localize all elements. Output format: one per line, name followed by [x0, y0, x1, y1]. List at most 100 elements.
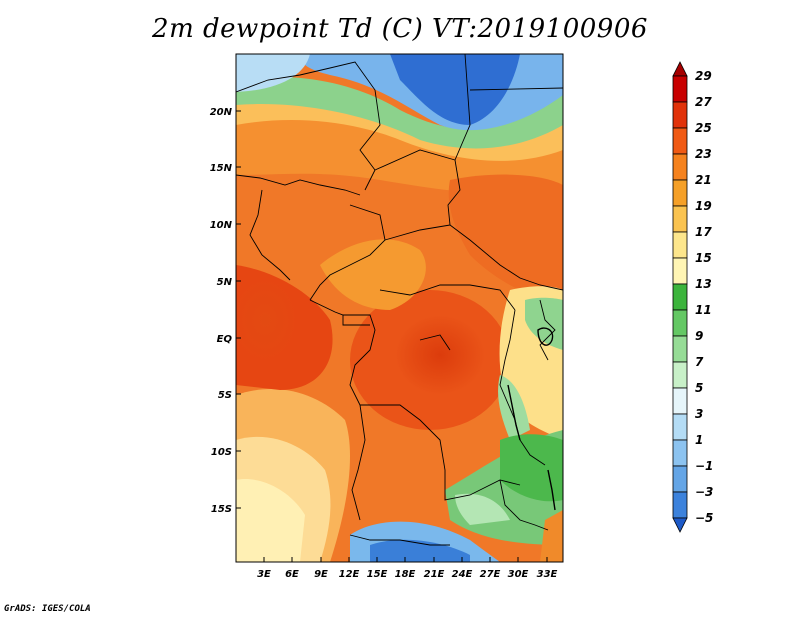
- colorbar-top-arrow: [672, 61, 688, 77]
- colorbar-label: 11: [695, 303, 712, 317]
- border-line: [419, 334, 451, 351]
- border-line: [384, 224, 451, 241]
- lat-label: 15S: [211, 504, 232, 515]
- border-line: [236, 61, 381, 191]
- colorbar-label: 27: [695, 95, 712, 109]
- colorbar-label: 15: [695, 251, 712, 265]
- lat-label: 5N: [217, 277, 233, 288]
- colorbar-label: 21: [695, 173, 712, 187]
- colorbar-band: [672, 361, 688, 389]
- lon-label: 12E: [339, 569, 360, 580]
- sw-lightest-zone: [236, 479, 305, 562]
- map-frame: [235, 53, 564, 563]
- lake-malawi: [547, 469, 556, 511]
- south-deep-blue: [370, 539, 470, 562]
- border-line: [349, 534, 450, 546]
- desert-deep-blue: [390, 54, 520, 125]
- lake-region-green: [498, 375, 530, 440]
- border-line: [539, 299, 556, 361]
- border-line: [360, 404, 521, 501]
- colorbar-band: [672, 439, 688, 467]
- colorbar-band: [672, 153, 688, 181]
- border-line: [469, 87, 563, 91]
- central-light-band: [320, 239, 426, 310]
- lon-label: 30E: [508, 569, 529, 580]
- lakes: [507, 327, 556, 511]
- border-line: [309, 299, 376, 406]
- colorbar-band: [672, 387, 688, 415]
- border-line: [249, 189, 291, 281]
- borders: [236, 54, 563, 546]
- border-line: [236, 174, 361, 196]
- lon-label: 3E: [257, 569, 271, 580]
- colorbar-label: 17: [695, 225, 712, 239]
- colorbar-label: 7: [695, 355, 704, 369]
- colorbar-label: −5: [695, 511, 713, 525]
- colorbar-label: 25: [695, 121, 712, 135]
- lat-label: 10N: [210, 220, 233, 231]
- border-line: [499, 309, 546, 466]
- colorbar-band: [672, 465, 688, 493]
- lon-label: 33E: [537, 569, 558, 580]
- lake-victoria: [537, 327, 554, 346]
- lon-label: 15E: [367, 569, 388, 580]
- congo-red-peak: [395, 315, 485, 395]
- colorbar-band: [672, 257, 688, 285]
- map-field: [236, 54, 563, 562]
- lon-label: 9E: [314, 569, 328, 580]
- desert-green-band: [236, 76, 563, 149]
- east-highlands-green: [525, 297, 563, 350]
- colorbar-band: [672, 491, 688, 519]
- colorbar: 29 27 25 23 21 19 17 15 13 11 9 7 5 3 1 −1 −3 −5: [672, 61, 713, 533]
- border-line: [351, 404, 366, 521]
- colorbar-band: [672, 205, 688, 233]
- colorbar-label: 5: [695, 381, 703, 395]
- colorbar-band: [672, 127, 688, 155]
- colorbar-band: [672, 309, 688, 337]
- colorbar-label: 9: [695, 329, 703, 343]
- colorbar-label: 19: [695, 199, 712, 213]
- border-line: [309, 204, 386, 301]
- lat-label: EQ: [217, 334, 233, 345]
- lat-axis: 20N 15N 10N 5N EQ 5S 10S 15S: [210, 107, 241, 515]
- lake-tanganyika: [507, 384, 521, 441]
- lon-label: 27E: [480, 569, 501, 580]
- lon-label: 18E: [395, 569, 416, 580]
- colorbar-band: [672, 101, 688, 129]
- sahel-orange-band: [236, 114, 563, 195]
- nw-light-blue: [236, 54, 310, 92]
- lon-axis: 3E 6E 9E 12E 15E 18E 21E 24E 27E 30E 33E: [257, 557, 558, 580]
- colorbar-band: [672, 335, 688, 363]
- lat-label: 15N: [210, 163, 233, 174]
- ne-orange-block: [448, 174, 563, 300]
- lat-label: 20N: [210, 107, 233, 118]
- colorbar-band: [672, 231, 688, 259]
- colorbar-label: −3: [695, 485, 713, 499]
- border-line: [379, 284, 516, 311]
- colorbar-band: [672, 75, 688, 103]
- grads-credit: GrADS: IGES/COLA: [4, 604, 91, 614]
- lat-label: 10S: [211, 447, 232, 458]
- colorbar-band: [672, 179, 688, 207]
- lon-label: 6E: [285, 569, 299, 580]
- lon-label: 24E: [452, 569, 473, 580]
- colorbar-label: −1: [695, 459, 713, 473]
- colorbar-label: 23: [695, 147, 712, 161]
- colorbar-label: 1: [695, 433, 703, 447]
- border-line: [342, 315, 370, 326]
- lon-label: 21E: [424, 569, 445, 580]
- colorbar-label: 29: [695, 69, 712, 83]
- colorbar-label: 3: [695, 407, 703, 421]
- colorbar-bottom-arrow: [672, 517, 688, 533]
- west-red-peak: [236, 275, 300, 365]
- border-line: [447, 159, 563, 291]
- colorbar-band: [672, 283, 688, 311]
- map-title: 2m dewpoint Td (C) VT:2019100906: [152, 14, 648, 44]
- se-light-green: [455, 493, 510, 525]
- colorbar-band: [672, 413, 688, 441]
- se-green-dark: [500, 434, 563, 502]
- lat-label: 5S: [218, 390, 232, 401]
- border-line: [499, 479, 549, 531]
- colorbar-label: 13: [695, 277, 712, 291]
